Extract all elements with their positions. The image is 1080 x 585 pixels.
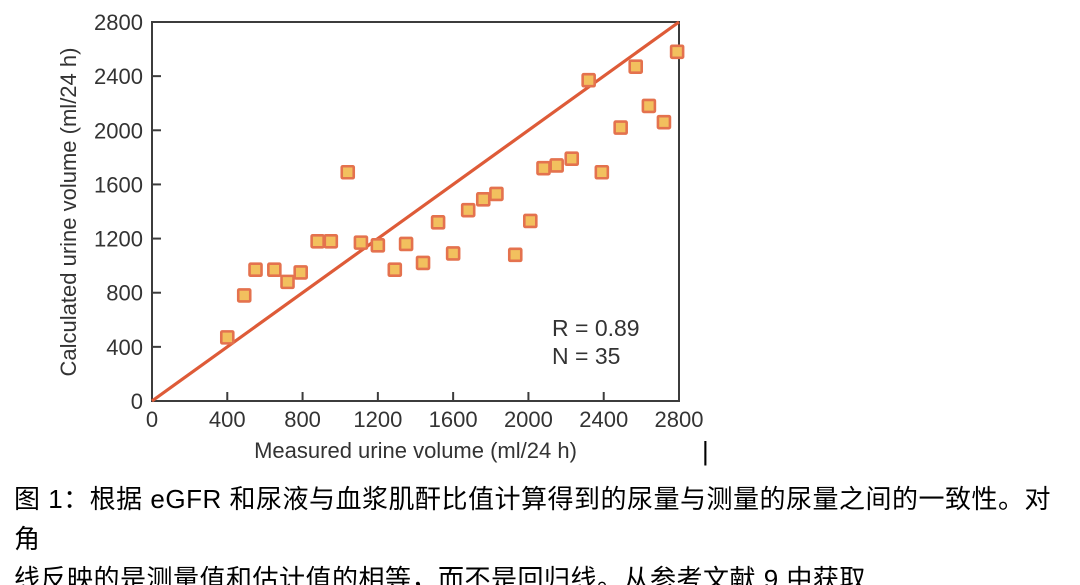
data-point-square	[536, 160, 551, 176]
stats-annotation: N = 35	[552, 343, 620, 369]
data-point-square	[219, 330, 235, 345]
y-tick-label: 0	[131, 389, 143, 414]
data-point-square	[387, 262, 403, 278]
text-cursor: |	[702, 436, 709, 466]
data-point-square	[280, 274, 295, 290]
data-point-square	[370, 238, 386, 253]
plot-border	[151, 21, 680, 402]
data-point-square	[581, 72, 596, 88]
x-tick-label: 1600	[429, 407, 478, 432]
x-tick-label: 400	[209, 407, 246, 432]
data-point-square	[353, 235, 369, 250]
x-tick-label: 2800	[655, 407, 704, 432]
figure-caption: 图 1：根据 eGFR 和尿液与血浆肌酐比值计算得到的尿量与测量的尿量之间的一致…	[14, 479, 1072, 585]
x-tick-label: 1200	[353, 407, 402, 432]
data-point-square	[293, 265, 308, 280]
y-tick-label: 800	[106, 281, 143, 306]
data-point-square	[656, 114, 672, 130]
data-point-square	[415, 255, 431, 271]
y-tick-label: 1600	[94, 172, 143, 197]
stats-annotation: R = 0.89	[552, 315, 640, 341]
y-axis-title: Calculated urine volume (ml/24 h)	[56, 48, 81, 377]
y-tick-label: 400	[106, 335, 143, 360]
x-tick-label: 800	[284, 407, 321, 432]
data-point-square	[236, 288, 252, 303]
y-tick-label: 2400	[94, 64, 143, 89]
data-point-square	[628, 59, 644, 74]
data-point-square	[549, 158, 564, 173]
data-point-square	[564, 151, 580, 167]
data-point-square	[613, 120, 628, 135]
x-tick-label: 2000	[504, 407, 553, 432]
data-point-square	[594, 164, 610, 180]
y-tick-label: 2800	[94, 10, 143, 35]
data-point-square	[523, 213, 538, 229]
data-point-square	[323, 233, 339, 249]
chart-svg: 0 400 800 1200 1600 2000 2400 2800 0 400 800 1200 16…	[56, 10, 704, 463]
x-axis-title: Measured urine volume (ml/24 h)	[254, 438, 577, 463]
caption-line-1: 图 1：根据 eGFR 和尿液与血浆肌酐比值计算得到的尿量与测量的尿量之间的一致…	[14, 484, 1051, 554]
data-point-square	[641, 98, 657, 114]
x-tick-label: 2400	[579, 407, 628, 432]
caption-line-2: 线反映的是测量值和估计值的相等，而不是回归线。从参考文献 9 中获取	[14, 564, 866, 585]
data-point-square	[669, 44, 685, 60]
data-point-square	[460, 202, 476, 218]
data-point-square	[445, 246, 461, 261]
data-point-square	[475, 192, 491, 207]
data-point-square	[267, 262, 282, 278]
x-tick-label: 0	[146, 407, 158, 432]
data-point-square	[507, 247, 523, 263]
data-point-square	[310, 233, 325, 249]
data-point-square	[248, 262, 263, 278]
data-point-square	[489, 186, 504, 202]
data-point-square	[340, 164, 356, 180]
data-point-square	[398, 236, 414, 252]
y-tick-label: 2000	[94, 118, 143, 143]
y-tick-label: 1200	[94, 227, 143, 252]
data-point-square	[430, 215, 446, 230]
